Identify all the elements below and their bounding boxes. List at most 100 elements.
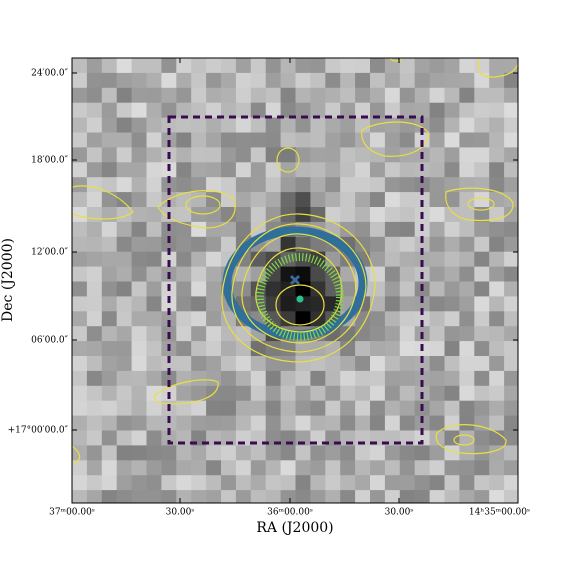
- pixel: [444, 326, 460, 342]
- pixel: [459, 281, 475, 297]
- pixel: [101, 490, 118, 503]
- pixel: [489, 296, 505, 312]
- pixel: [221, 147, 237, 163]
- pixel: [250, 102, 267, 119]
- pixel: [161, 445, 177, 461]
- pixel: [161, 117, 177, 133]
- pixel: [101, 281, 118, 297]
- pixel: [191, 147, 207, 163]
- pixel: [429, 117, 445, 133]
- pixel: [370, 177, 386, 193]
- pixel: [414, 236, 431, 253]
- pixel: [399, 370, 416, 387]
- pixel: [86, 162, 103, 178]
- pixel: [295, 132, 311, 148]
- pixel: [116, 132, 133, 148]
- pixel: [399, 445, 416, 461]
- pixel: [340, 192, 356, 208]
- pixel: [489, 132, 505, 148]
- pixel: [235, 356, 252, 372]
- pixel: [191, 460, 207, 476]
- pixel: [206, 341, 222, 357]
- pixel: [86, 147, 103, 163]
- pixel: [295, 177, 311, 193]
- pixel: [280, 117, 296, 133]
- pixel: [295, 58, 311, 74]
- pixel: [235, 162, 252, 178]
- pixel: [414, 72, 431, 89]
- pixel: [176, 326, 192, 342]
- pixel: [131, 251, 147, 268]
- pixel: [504, 460, 518, 476]
- pixel: [399, 117, 416, 133]
- pixel: [325, 341, 341, 357]
- pixel: [295, 341, 311, 357]
- pixel: [414, 58, 431, 74]
- pixel: [340, 400, 356, 417]
- pixel: [414, 460, 431, 476]
- pixel: [101, 162, 118, 178]
- pixel: [489, 311, 505, 327]
- pixel: [161, 311, 177, 327]
- pixel: [116, 117, 133, 133]
- pixel: [206, 147, 222, 163]
- pixel: [489, 117, 505, 133]
- pixel: [116, 102, 133, 119]
- pixel: [265, 207, 282, 223]
- pixel: [489, 400, 505, 417]
- pixel: [206, 400, 222, 417]
- pixel: [116, 87, 133, 104]
- pixel: [250, 400, 267, 417]
- pixel: [429, 326, 445, 342]
- pixel: [235, 117, 252, 133]
- pixel: [191, 400, 207, 417]
- pixel: [176, 162, 192, 178]
- pixel: [161, 475, 177, 491]
- pixel: [221, 58, 237, 74]
- pixel: [504, 296, 518, 312]
- pixel: [101, 326, 118, 342]
- pixel: [86, 430, 103, 446]
- pixel: [265, 385, 282, 402]
- pixel: [250, 475, 267, 491]
- pixel: [504, 281, 518, 297]
- pixel: [384, 236, 401, 253]
- pixel: [384, 311, 401, 327]
- pixel: [265, 296, 282, 312]
- pixel: [235, 87, 252, 104]
- pixel: [176, 296, 192, 312]
- pixel: [384, 207, 401, 223]
- pixel: [146, 177, 162, 193]
- pixel: [355, 102, 371, 119]
- pixel: [399, 147, 416, 163]
- pixel: [265, 460, 282, 476]
- pixel: [489, 475, 505, 491]
- pixel: [206, 192, 222, 208]
- pixel: [429, 102, 445, 119]
- pixel: [504, 177, 518, 193]
- pixel: [355, 236, 371, 253]
- pixel: [459, 221, 475, 238]
- pixel: [474, 58, 490, 74]
- pixel: [206, 326, 222, 342]
- pixel: [86, 177, 103, 193]
- pixel: [250, 445, 267, 461]
- pixel: [340, 445, 356, 461]
- pixel: [459, 460, 475, 476]
- pixel: [191, 385, 207, 402]
- pixel: [399, 356, 416, 372]
- pixel: [459, 400, 475, 417]
- pixel: [444, 281, 460, 297]
- pixel: [265, 102, 282, 119]
- pixel: [444, 102, 460, 119]
- pixel: [340, 102, 356, 119]
- pixel: [474, 102, 490, 119]
- pixel: [325, 356, 341, 372]
- pixel: [116, 58, 133, 74]
- pixel: [146, 221, 162, 238]
- pixel: [72, 341, 88, 357]
- pixel: [504, 266, 518, 282]
- pixel: [101, 266, 118, 282]
- pixel: [444, 475, 460, 491]
- pixel: [161, 415, 177, 431]
